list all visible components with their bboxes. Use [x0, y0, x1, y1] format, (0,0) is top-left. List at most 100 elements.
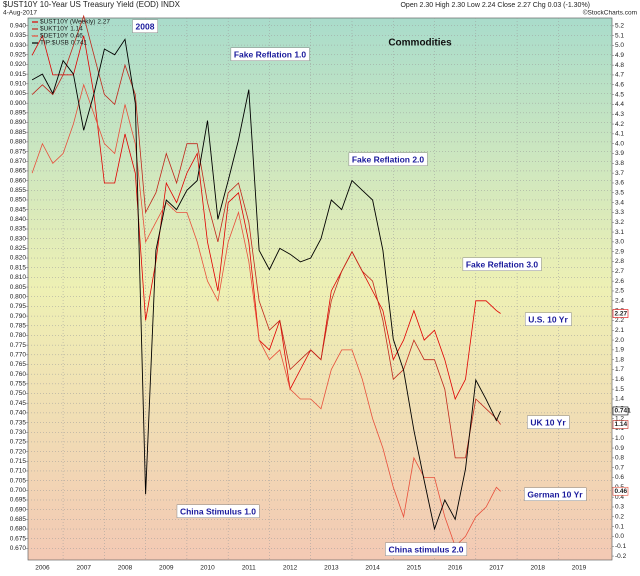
x-tick-label: 2014 — [365, 565, 380, 572]
y2-tick-label: 5.2 — [615, 23, 624, 30]
legend-label: $DET10Y — [40, 33, 69, 40]
y-tick-label: 0.740 — [10, 410, 27, 417]
y2-tick-label: 0.3 — [615, 504, 624, 511]
legend-label: $UKT10Y — [40, 26, 69, 33]
y-tick-label: 0.880 — [10, 139, 27, 146]
y2-tick-label: 0.7 — [615, 464, 624, 471]
legend-value: 0.741 — [71, 40, 88, 47]
y2-tick-label: 0.9 — [615, 445, 624, 452]
y-tick-label: 0.725 — [10, 439, 27, 446]
y2-tick-label: 1.2 — [615, 415, 624, 422]
y-tick-label: 0.840 — [10, 216, 27, 223]
annotation-box — [176, 504, 260, 518]
y-tick-label: 0.730 — [10, 429, 27, 436]
chart-title: $UST10Y 10-Year US Treasury Yield (EOD) … — [3, 0, 181, 9]
y-tick-label: 0.835 — [10, 226, 27, 233]
x-tick-label: 2009 — [159, 565, 174, 572]
y-tick-label: 0.895 — [10, 110, 27, 117]
y-tick-label: 0.745 — [10, 400, 27, 407]
y-tick-label: 0.670 — [10, 545, 27, 552]
y2-tick-label: 3.8 — [615, 160, 624, 167]
y2-tick-label: 0.1 — [615, 523, 624, 530]
y2-tick-label: 2.1 — [615, 327, 624, 334]
value-tag — [612, 309, 629, 318]
y2-tick-label: 0.2 — [615, 514, 624, 521]
y-tick-label: 0.685 — [10, 516, 27, 523]
y2-tick-label: 4.3 — [615, 111, 624, 118]
value-tag — [612, 420, 629, 429]
y-tick-label: 0.795 — [10, 303, 27, 310]
series-line — [31, 83, 501, 548]
y-tick-label: 0.925 — [10, 51, 27, 58]
y-tick-label: 0.750 — [10, 390, 27, 397]
y-tick-label: 0.690 — [10, 506, 27, 513]
y2-tick-label: 2.9 — [615, 248, 624, 255]
y-tick-label: 0.780 — [10, 332, 27, 339]
plot-area — [27, 17, 613, 561]
x-tick-label: 2011 — [242, 565, 256, 572]
y-tick-label: 0.855 — [10, 187, 27, 194]
value-tag-label: 2.27 — [615, 310, 628, 317]
y-tick-label: 0.715 — [10, 458, 27, 465]
y-tick-label: 0.920 — [10, 61, 27, 68]
legend-value: 1.14 — [70, 26, 83, 33]
x-tick-label: 2017 — [489, 565, 504, 572]
y-tick-label: 0.700 — [10, 487, 27, 494]
y2-tick-label: 3.4 — [615, 199, 624, 206]
x-tick-label: 2006 — [35, 565, 50, 572]
y-tick-label: 0.805 — [10, 284, 27, 291]
series-line — [31, 38, 502, 531]
y-tick-label: 0.675 — [10, 535, 27, 542]
value-tag-label: 0.741 — [615, 408, 632, 415]
y2-tick-label: -0.2 — [615, 553, 627, 560]
annotation-box — [524, 312, 572, 326]
annotation-box — [230, 47, 310, 61]
annotation: China stimulus 2.0 — [388, 544, 463, 554]
y2-tick-label: 4.9 — [615, 52, 624, 59]
chart-date: 4-Aug-2017 — [3, 10, 37, 17]
y2-tick-label: 3.9 — [615, 150, 624, 157]
y-tick-label: 0.910 — [10, 81, 27, 88]
y-tick-label: 0.940 — [10, 22, 27, 29]
y2-tick-label: 0.6 — [615, 474, 624, 481]
y2-tick-label: 2.4 — [615, 298, 624, 305]
y-tick-label: 0.900 — [10, 100, 27, 107]
y2-tick-label: 2.6 — [615, 278, 624, 285]
y2-tick-label: 3.6 — [615, 180, 624, 187]
y2-tick-label: 1.8 — [615, 356, 624, 363]
y2-tick-label: 4.1 — [615, 131, 624, 138]
y-tick-label: 0.905 — [10, 90, 27, 97]
y-tick-label: 0.775 — [10, 342, 27, 349]
x-tick-label: 2015 — [407, 565, 422, 572]
legend-value: 2.27 — [97, 19, 110, 26]
y-tick-label: 0.815 — [10, 264, 27, 271]
annotation-box — [524, 487, 587, 501]
y2-tick-label: 4.4 — [615, 101, 624, 108]
y2-tick-label: 0.4 — [615, 494, 624, 501]
y2-tick-label: 3.3 — [615, 209, 624, 216]
y-tick-label: 0.885 — [10, 129, 27, 136]
y-tick-label: 0.820 — [10, 255, 27, 262]
y2-tick-label: -0.1 — [615, 543, 627, 550]
x-tick-label: 2013 — [324, 565, 339, 572]
y-tick-label: 0.705 — [10, 477, 27, 484]
y-tick-label: 0.810 — [10, 274, 27, 281]
legend-value: 0.46 — [70, 33, 83, 40]
y2-tick-label: 3.1 — [615, 229, 624, 236]
y2-tick-label: 2.0 — [615, 337, 624, 344]
y-tick-label: 0.785 — [10, 322, 27, 329]
y2-tick-label: 1.6 — [615, 376, 624, 383]
annotation: German 10 Yr — [527, 489, 583, 499]
x-tick-label: 2018 — [530, 565, 545, 572]
watermark: ©StockCharts.com — [583, 9, 637, 17]
y-tick-label: 0.760 — [10, 371, 27, 378]
annotation: Fake Reflation 1.0 — [234, 49, 307, 59]
y-tick-label: 0.735 — [10, 419, 27, 426]
quote: Open 2.30 High 2.30 Low 2.24 Close 2.27 … — [400, 2, 590, 9]
y2-tick-label: 4.7 — [615, 72, 624, 79]
annotation: 2008 — [136, 21, 155, 31]
y2-tick-label: 3.2 — [615, 219, 624, 226]
y2-tick-label: 4.5 — [615, 91, 624, 98]
legend-label: $UST10Y (Weekly) — [40, 19, 95, 26]
